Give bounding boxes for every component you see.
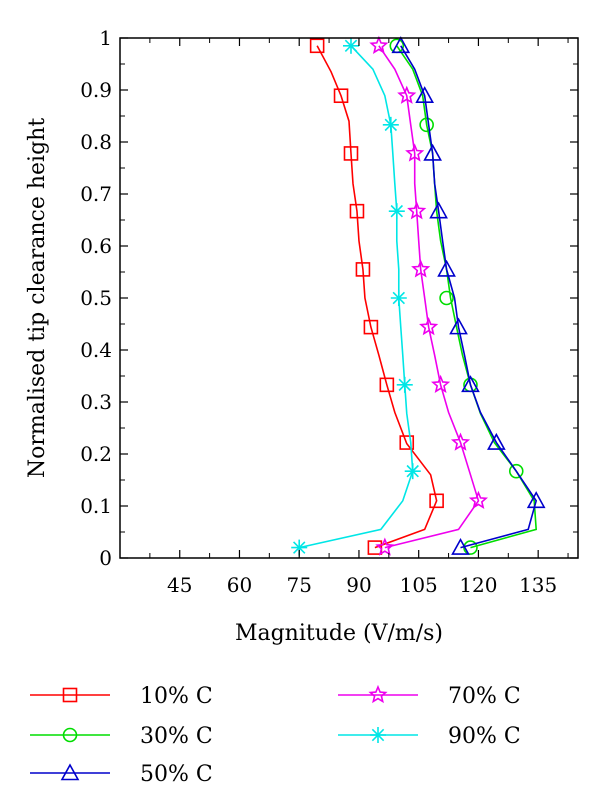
series-line <box>396 45 538 549</box>
y-tick-label: 0 <box>99 546 112 570</box>
data-point <box>450 432 471 451</box>
data-point <box>349 203 365 219</box>
y-tick-label: 0.4 <box>80 338 112 362</box>
asterisk-stroke <box>406 464 419 478</box>
asterisk-stroke <box>398 378 411 392</box>
data-point <box>439 290 454 306</box>
y-axis: 0 0.1 0.2 0.3 0.4 0.5 0.6 0.7 0.8 0.9 1 <box>80 26 578 570</box>
legend-entry: 10% C <box>30 684 213 709</box>
data-point <box>526 491 546 509</box>
asterisk-stroke <box>344 39 358 53</box>
asterisk-stroke <box>371 728 385 742</box>
data-point <box>390 290 407 306</box>
legend-label: 50% C <box>140 762 213 787</box>
data-point <box>382 116 399 133</box>
y-tick-label: 0.6 <box>80 234 112 258</box>
data-point <box>461 375 480 393</box>
data-point <box>429 201 448 219</box>
y-axis-label: Normalised tip clearance height <box>25 118 50 479</box>
data-point <box>451 537 470 555</box>
data-point <box>342 37 359 54</box>
data-point <box>355 262 371 277</box>
y-tick-label: 0.9 <box>80 78 112 102</box>
y-tick-label: 0.2 <box>80 442 112 466</box>
legend-entry: 50% C <box>30 762 213 787</box>
x-tick-label: 105 <box>400 573 438 597</box>
series-triangle <box>391 36 546 555</box>
data-point <box>411 259 431 278</box>
series-asterisk <box>291 37 421 556</box>
data-point <box>415 86 435 104</box>
x-axis-label: Magnitude (V/m/s) <box>235 621 443 646</box>
legend-entry: 90% C <box>338 724 521 749</box>
legend-label: 90% C <box>448 724 521 749</box>
data-point <box>333 88 349 104</box>
asterisk-stroke <box>392 291 406 305</box>
legend-marker <box>62 727 78 743</box>
x-tick-label: 90 <box>346 573 371 597</box>
x-tick-label: 45 <box>167 573 192 597</box>
legend-marker <box>368 684 388 704</box>
asterisk-stroke <box>292 541 306 554</box>
x-tick-label: 120 <box>459 573 497 597</box>
data-point <box>375 537 395 556</box>
asterisk-stroke <box>384 118 398 132</box>
data-point <box>423 143 442 161</box>
y-tick-label: 0.7 <box>80 182 112 206</box>
data-point <box>508 463 524 479</box>
data-point <box>363 319 379 335</box>
data-point <box>367 540 383 555</box>
legend: 10% C 30% C 50% C 70% C 90% C <box>30 684 521 787</box>
data-point <box>404 463 421 480</box>
data-point <box>396 376 413 393</box>
x-tick-label: 60 <box>227 573 252 597</box>
data-point <box>391 36 411 54</box>
x-axis: 45 60 75 90 105 120 135 <box>149 38 569 597</box>
x-tick-label: 135 <box>519 573 557 597</box>
asterisk-stroke <box>390 204 404 218</box>
legend-label: 10% C <box>140 684 213 709</box>
data-point <box>487 432 506 450</box>
series-line <box>316 45 438 549</box>
data-point <box>449 317 468 335</box>
data-point <box>379 377 395 393</box>
y-tick-label: 0.1 <box>80 494 112 518</box>
data-point <box>407 201 427 220</box>
data-point <box>463 540 478 555</box>
axes-frame <box>119 37 579 559</box>
data-point <box>343 146 359 161</box>
data-point <box>399 435 415 450</box>
data-point <box>437 259 456 277</box>
series-line <box>400 45 538 549</box>
data-point <box>309 38 325 54</box>
x-tick-label: 75 <box>286 573 311 597</box>
y-tick-label: 0.5 <box>80 286 112 310</box>
y-tick-label: 0.8 <box>80 130 112 154</box>
y-tick-label: 0.3 <box>80 390 112 414</box>
legend-marker <box>62 687 78 703</box>
series-line <box>378 45 480 549</box>
series-square <box>309 38 444 555</box>
series-layer <box>291 35 546 556</box>
data-point <box>468 490 489 509</box>
legend-entry: 30% C <box>30 724 213 749</box>
legend-label: 30% C <box>140 724 213 749</box>
data-point <box>419 117 434 133</box>
data-point <box>388 203 405 220</box>
data-point <box>369 35 389 54</box>
legend-entry: 70% C <box>338 684 521 709</box>
legend-marker <box>370 727 386 743</box>
data-point <box>429 493 444 509</box>
data-point <box>397 85 417 104</box>
legend-marker <box>60 763 80 781</box>
y-tick-label: 1 <box>99 26 112 50</box>
data-point <box>405 143 425 162</box>
data-point <box>419 317 439 336</box>
legend-label: 70% C <box>448 684 521 709</box>
series-star <box>369 35 489 556</box>
data-point <box>431 374 451 393</box>
